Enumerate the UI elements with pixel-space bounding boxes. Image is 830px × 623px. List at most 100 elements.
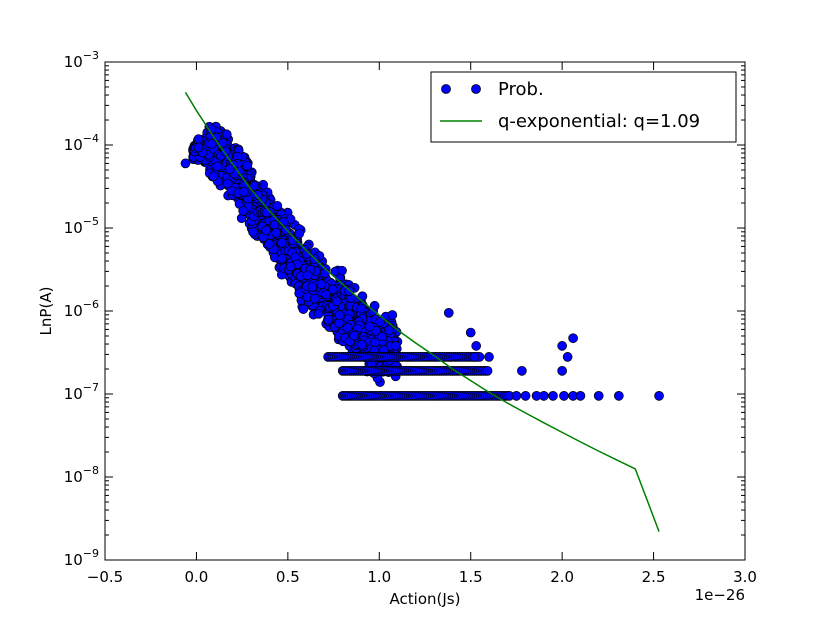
legend-box [430, 71, 737, 143]
prob-point [469, 352, 480, 362]
prob-point [548, 391, 558, 401]
prob-point [593, 391, 604, 401]
x-tick-label: 0.5 [276, 568, 300, 586]
prob-point [337, 265, 347, 276]
prob-point [557, 366, 567, 376]
y-tick-label: 10−4 [64, 132, 99, 154]
prob-point [224, 164, 235, 175]
legend-marker-prob-1 [441, 84, 451, 94]
prob-point [387, 310, 398, 320]
prob-point [271, 227, 281, 238]
prob-point [208, 171, 219, 182]
x-tick-label: 2.5 [642, 568, 666, 586]
x-tick-label: 2.0 [550, 568, 574, 586]
x-tick-label: 1.5 [459, 568, 483, 586]
prob-point [370, 337, 380, 348]
prob-point [264, 239, 274, 249]
prob-point [222, 178, 233, 189]
prob-point [294, 288, 305, 299]
prob-point [520, 391, 531, 401]
prob-point [180, 158, 191, 169]
y-tick-label: 10−3 [64, 49, 99, 71]
legend: Prob. q-exponential: q=1.09 [430, 71, 737, 143]
prob-point [331, 296, 342, 307]
prob-point [471, 341, 482, 351]
prob-point [272, 200, 283, 211]
prob-point [559, 391, 569, 401]
prob-point [238, 206, 249, 216]
y-tick-label: 10−8 [64, 464, 99, 486]
prob-point [320, 268, 330, 278]
prob-point [334, 318, 344, 328]
axis-ticks: −0.5 0.0 0.5 1.0 1.5 2.0 2.5 3.0 10−9 10−8 10−7 10−… [64, 49, 757, 586]
legend-label-q-exponential: q-exponential: q=1.09 [498, 111, 700, 132]
x-tick-label: 3.0 [733, 568, 757, 586]
prob-point [287, 235, 298, 246]
prob-point [484, 352, 494, 362]
prob-point [285, 261, 296, 272]
prob-point [261, 207, 272, 218]
prob-point [269, 220, 280, 230]
y-tick-label: 10−7 [64, 381, 99, 403]
prob-point [356, 303, 367, 314]
prob-point [321, 289, 331, 300]
y-tick-label: 10−9 [64, 547, 99, 569]
prob-point [221, 129, 232, 140]
prob-point [239, 187, 249, 197]
prob-point [242, 160, 253, 171]
prob-point [568, 333, 578, 344]
prob-point [212, 161, 223, 172]
prob-point [575, 391, 586, 401]
prob-point [654, 391, 664, 401]
prob-point [307, 281, 318, 292]
prob-points [180, 121, 664, 401]
legend-marker-prob-2 [471, 84, 481, 94]
prob-point [557, 341, 567, 351]
prob-point [327, 284, 338, 295]
x-tick-label: 0.0 [184, 568, 208, 586]
prob-point [193, 142, 204, 153]
prob-point [364, 321, 375, 332]
prob-point [334, 310, 345, 320]
prob-point [248, 227, 258, 237]
prob-point [294, 228, 305, 239]
prob-point [562, 352, 573, 362]
prob-point [384, 325, 394, 336]
q-exponential-line [184, 92, 660, 532]
prob-point [313, 308, 324, 319]
prob-point [220, 146, 231, 157]
x-tick-label: −0.5 [87, 568, 123, 586]
x-axis-offset: 1e−26 [695, 586, 745, 604]
x-tick-label: 1.0 [367, 568, 391, 586]
y-tick-label: 10−5 [64, 215, 99, 237]
prob-point [310, 293, 320, 304]
prob-point [277, 253, 287, 264]
prob-point [261, 225, 272, 236]
prob-point [482, 366, 493, 376]
prob-point [390, 340, 401, 351]
prob-point [613, 391, 624, 401]
legend-label-prob: Prob. [498, 79, 544, 100]
prob-point [206, 139, 217, 149]
prob-point [302, 270, 313, 281]
prob-point [277, 237, 287, 248]
prob-point [323, 314, 334, 325]
prob-point [349, 330, 359, 341]
prob-point [298, 304, 309, 314]
prob-point [357, 339, 367, 350]
q-exponential-path [184, 92, 660, 532]
prob-point [465, 327, 476, 338]
prob-point [253, 190, 263, 200]
prob-point [443, 308, 454, 318]
prob-point [375, 317, 385, 327]
y-tick-label: 10−6 [64, 298, 99, 320]
prob-point [249, 180, 260, 191]
prob-point [517, 366, 527, 376]
prob-point [539, 391, 549, 401]
x-axis-label: Action(Js) [390, 590, 461, 608]
y-axis-label: LnP(A) [37, 287, 55, 336]
prob-point [342, 322, 353, 333]
prob-point [369, 300, 380, 311]
prob-point [193, 134, 204, 144]
